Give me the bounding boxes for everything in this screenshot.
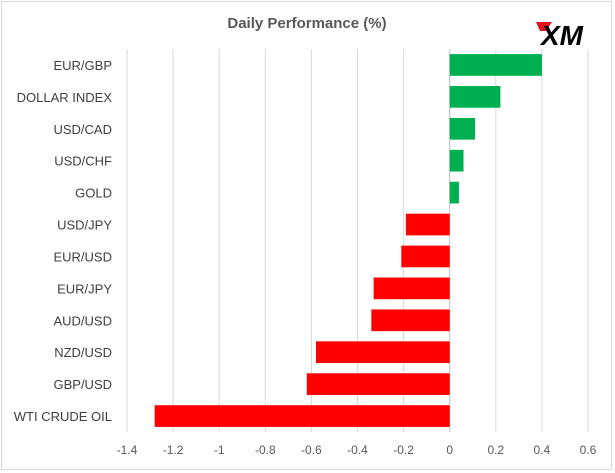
category-label: USD/CHF: [54, 154, 112, 169]
category-label: NZD/USD: [54, 345, 112, 360]
bar: [449, 149, 464, 172]
category-label: AUD/USD: [53, 313, 112, 328]
bar: [371, 309, 450, 332]
category-label: EUR/JPY: [57, 281, 112, 296]
bar: [373, 277, 450, 300]
bars: [154, 54, 542, 427]
bar: [449, 86, 501, 108]
category-label: GBP/USD: [53, 377, 112, 392]
x-tick-label: 0.4: [534, 443, 551, 457]
bar: [449, 117, 476, 140]
x-tick-label: 0: [446, 443, 453, 457]
bar: [154, 405, 450, 427]
category-label: EUR/GBP: [53, 58, 112, 73]
bar: [401, 245, 450, 268]
bar: [405, 213, 450, 236]
chart-title: Daily Performance (%): [227, 15, 386, 32]
category-label: GOLD: [75, 186, 112, 201]
category-labels: EUR/GBP DOLLAR INDEX USD/CAD USD/CHF GOLD USD…: [14, 58, 113, 424]
category-label: USD/JPY: [57, 218, 112, 233]
category-label: DOLLAR INDEX: [17, 90, 113, 105]
x-tick-label: -1.2: [163, 443, 184, 457]
x-tick-label: -0.6: [301, 443, 322, 457]
xm-logo: XM: [536, 20, 584, 51]
category-label: WTI CRUDE OIL: [14, 409, 112, 424]
bar: [306, 373, 450, 395]
x-tick-label: -0.4: [347, 443, 368, 457]
x-tick-label: -0.8: [255, 443, 276, 457]
x-tick-label: -0.2: [393, 443, 414, 457]
xm-logo-text: XM: [539, 20, 584, 51]
bar: [449, 54, 542, 76]
x-tick-label: 0.6: [580, 443, 597, 457]
x-tick-label: 0.2: [487, 443, 504, 457]
bar: [316, 341, 450, 364]
grid-lines: [126, 49, 589, 432]
category-label: USD/CAD: [53, 122, 112, 137]
bar: [449, 181, 459, 204]
x-tick-label: -1: [214, 443, 225, 457]
x-axis-ticks: -1.4 -1.2 -1 -0.8 -0.6 -0.4 -0.2 0 0.2 0.4 0.6: [117, 443, 597, 457]
x-tick-label: -1.4: [117, 443, 138, 457]
xm-logo-red-mark: [536, 22, 552, 31]
category-label: EUR/USD: [53, 249, 112, 264]
